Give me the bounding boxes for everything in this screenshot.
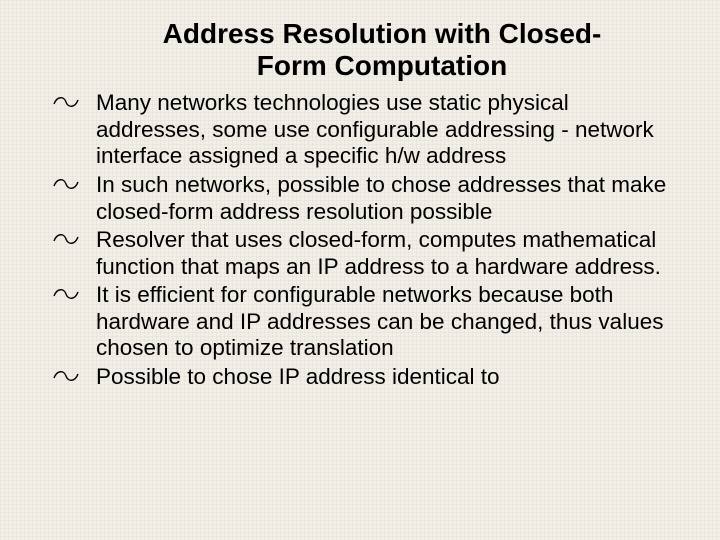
bullet-text: Many networks technologies use static ph… bbox=[96, 90, 654, 168]
bullet-text: It is efficient for configurable network… bbox=[96, 282, 663, 360]
swirl-bullet-icon bbox=[52, 229, 80, 251]
list-item: Many networks technologies use static ph… bbox=[44, 90, 680, 170]
slide-title: Address Resolution with Closed- Form Com… bbox=[124, 18, 640, 82]
title-line-1: Address Resolution with Closed- bbox=[163, 18, 602, 49]
swirl-bullet-icon bbox=[52, 174, 80, 196]
partial-list-item: Possible to chose IP address identical t… bbox=[44, 364, 680, 391]
list-item: It is efficient for configurable network… bbox=[44, 282, 680, 362]
slide: Address Resolution with Closed- Form Com… bbox=[0, 0, 720, 540]
list-item: In such networks, possible to chose addr… bbox=[44, 172, 680, 225]
partial-bullet-text: Possible to chose IP address identical t… bbox=[96, 364, 500, 389]
bullet-list: Many networks technologies use static ph… bbox=[44, 90, 680, 361]
title-line-2: Form Computation bbox=[257, 50, 507, 81]
list-item: Resolver that uses closed-form, computes… bbox=[44, 227, 680, 280]
bullet-text: Resolver that uses closed-form, computes… bbox=[96, 227, 661, 279]
swirl-bullet-icon bbox=[52, 366, 80, 388]
swirl-bullet-icon bbox=[52, 92, 80, 114]
swirl-bullet-icon bbox=[52, 284, 80, 306]
bullet-text: In such networks, possible to chose addr… bbox=[96, 172, 666, 224]
